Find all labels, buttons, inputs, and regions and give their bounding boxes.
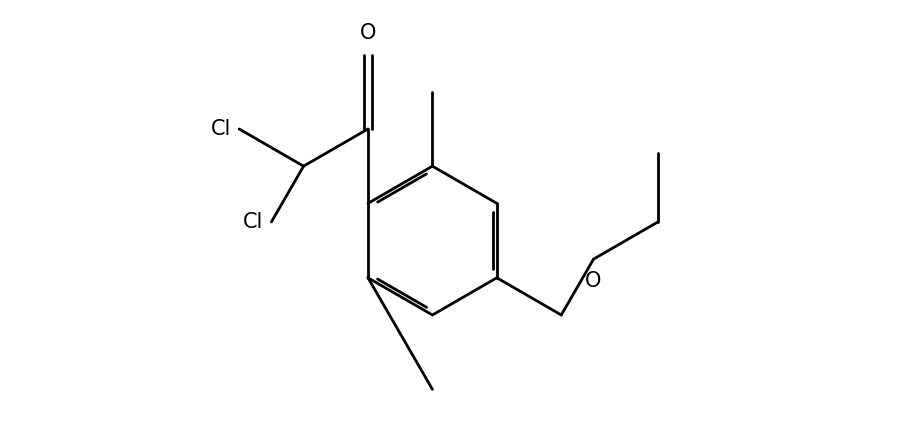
Text: Cl: Cl [211,119,231,139]
Text: O: O [586,271,601,291]
Text: O: O [360,23,376,43]
Text: Cl: Cl [243,212,263,232]
